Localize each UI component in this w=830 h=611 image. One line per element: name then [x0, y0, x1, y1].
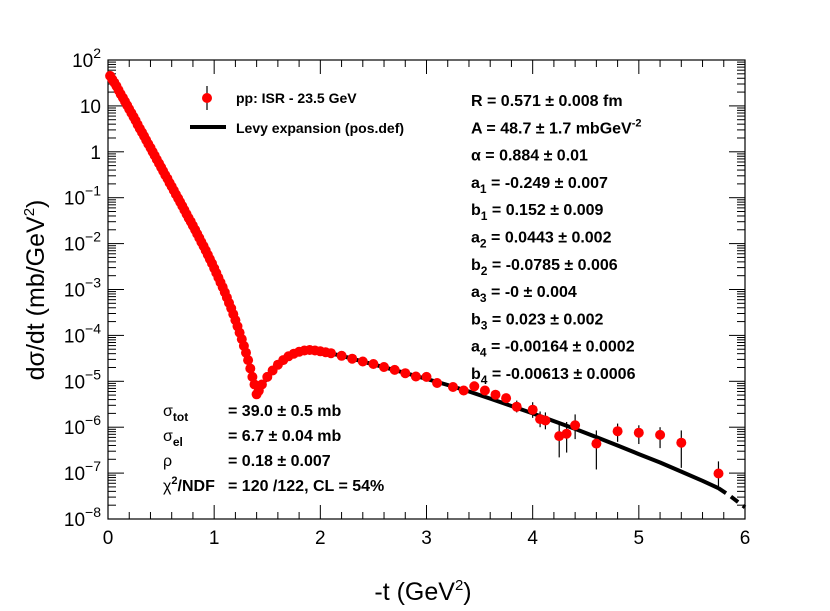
data-point — [458, 385, 469, 396]
fit-parameters: R = 0.571 ± 0.008 fm A = 48.7 ± 1.7 mbGeV… — [471, 93, 642, 387]
fit-statistics: σtot = 39.0 ± 0.5 mb σel = 6.7 ± 0.04 mb ρ = … — [163, 403, 384, 495]
x-tick-label: 4 — [527, 528, 538, 549]
data-point — [256, 379, 267, 390]
data-point — [655, 429, 666, 440]
fit-statistic-value: = 39.0 ± 0.5 mb — [228, 403, 342, 420]
data-point — [368, 359, 379, 369]
data-point — [540, 415, 551, 426]
fit-parameter: α = 0.884 ± 0.01 — [471, 148, 588, 165]
y-tick-label: 10−8 — [64, 504, 101, 531]
data-point — [527, 404, 538, 415]
y-tick-label: 10−3 — [64, 275, 101, 302]
data-point — [421, 371, 432, 382]
x-tick-label: 3 — [421, 528, 432, 549]
data-point — [713, 468, 724, 479]
data-point — [400, 368, 411, 379]
data-point — [612, 426, 623, 437]
fit-statistic-value: = 120 /122, CL = 54% — [228, 478, 384, 495]
data-point — [326, 348, 336, 359]
fit-curve-layer — [106, 70, 747, 509]
data-point — [479, 385, 490, 396]
fit-parameter: A = 48.7 ± 1.7 mbGeV-2 — [471, 117, 642, 137]
data-point — [389, 364, 400, 375]
x-tick-label: 2 — [315, 528, 326, 549]
fit-statistic-symbol: χ2/NDF — [163, 475, 215, 495]
fit-statistic-symbol: σtot — [163, 403, 188, 424]
data-point — [511, 401, 522, 412]
x-tick-label: 1 — [209, 528, 220, 549]
fit-parameter: a4 = -0.00164 ± 0.0002 — [471, 339, 635, 360]
data-point — [336, 350, 347, 361]
fit-parameter: a3 = -0 ± 0.004 — [471, 284, 577, 305]
fit-curve-extrapolation — [717, 486, 747, 509]
x-tick-label: 6 — [740, 528, 751, 549]
y-tick-label: 10−1 — [64, 183, 101, 210]
data-point — [410, 371, 421, 382]
data-point — [379, 362, 389, 372]
data-point — [357, 356, 368, 367]
fit-parameter: b3 = 0.023 ± 0.002 — [471, 311, 604, 332]
fit-parameter: b4 = -0.00613 ± 0.0006 — [471, 366, 636, 387]
data-point — [501, 393, 512, 404]
y-axis-title: dσ/dt (mb/GeV2) — [21, 200, 50, 381]
data-point — [347, 353, 358, 364]
y-tick-label: 10 — [80, 97, 101, 118]
data-point-layer — [105, 70, 724, 479]
legend: pp: ISR - 23.5 GeV Levy expansion (pos.d… — [190, 86, 404, 136]
fit-statistic-value: = 0.18 ± 0.007 — [228, 453, 331, 470]
data-point — [448, 382, 458, 392]
y-tick-label: 10−4 — [64, 320, 101, 347]
legend-entry-fit: Levy expansion (pos.def) — [236, 120, 404, 136]
legend-point-marker — [202, 93, 212, 103]
fit-statistic-symbol: σel — [163, 428, 183, 449]
fit-parameter: b2 = -0.0785 ± 0.006 — [471, 257, 618, 278]
x-axis-title: -t (GeV2) — [374, 577, 471, 606]
x-tick-label: 0 — [103, 528, 114, 549]
data-point — [469, 381, 480, 392]
y-tick-label: 10−6 — [64, 412, 101, 439]
data-point — [432, 378, 443, 388]
data-point — [490, 389, 501, 400]
data-point — [247, 371, 258, 382]
y-tick-label: 10−7 — [64, 458, 101, 485]
data-point — [591, 438, 602, 449]
legend-entry-data: pp: ISR - 23.5 GeV — [236, 90, 357, 106]
data-point — [561, 428, 572, 439]
fit-parameter: a2 = 0.0443 ± 0.002 — [471, 230, 612, 251]
fit-parameter: a1 = -0.249 ± 0.007 — [471, 175, 608, 196]
y-tick-label: 10−2 — [64, 229, 101, 256]
fit-parameter: R = 0.571 ± 0.008 fm — [471, 93, 623, 110]
data-point — [243, 355, 254, 366]
y-tick-label: 1 — [90, 143, 101, 164]
fit-statistic-value: = 6.7 ± 0.04 mb — [228, 428, 342, 445]
fit-parameter: b1 = 0.152 ± 0.009 — [471, 202, 604, 223]
y-tick-labels: 102 10 1 10−1 10−2 10−3 10−4 10−5 10−6 10−7 10−8 — [64, 45, 101, 531]
x-tick-label: 5 — [634, 528, 645, 549]
fit-statistic-symbol: ρ — [163, 453, 172, 470]
y-tick-label: 10−5 — [64, 366, 101, 393]
data-point — [245, 363, 256, 374]
axis-ticks — [107, 59, 745, 520]
x-tick-labels: 0 1 2 3 4 5 6 — [103, 528, 751, 549]
data-point — [676, 437, 687, 448]
data-point — [633, 427, 644, 438]
data-point — [570, 420, 581, 431]
y-tick-label: 102 — [72, 45, 101, 72]
